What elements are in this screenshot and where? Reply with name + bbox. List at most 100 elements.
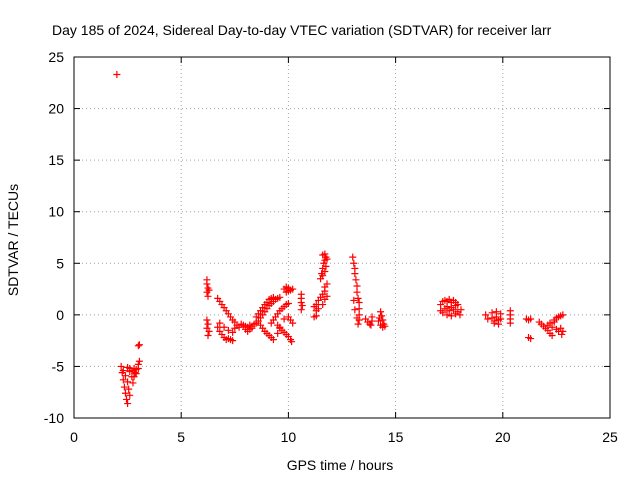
data-point xyxy=(355,298,363,306)
data-point xyxy=(276,293,284,301)
data-point xyxy=(323,255,331,263)
axis-tick-labels: 0 5 10 15 20 25 -10 -5 0 5 10 15 20 25 xyxy=(44,49,618,445)
grid-lines xyxy=(74,57,610,418)
data-point xyxy=(447,312,455,320)
data-point xyxy=(368,313,376,321)
data-point xyxy=(484,315,492,323)
data-point xyxy=(527,315,535,323)
data-point xyxy=(121,372,129,380)
data-point xyxy=(289,319,297,327)
data-point xyxy=(119,367,127,375)
data-point xyxy=(506,319,514,327)
data-point xyxy=(456,311,464,319)
chart-title: Day 185 of 2024, Sidereal Day-to-day VTE… xyxy=(52,22,552,38)
x-tick-label: 15 xyxy=(388,429,404,445)
data-point xyxy=(220,323,228,331)
data-point xyxy=(452,302,460,310)
y-tick-label: 0 xyxy=(56,307,64,323)
data-point xyxy=(203,280,211,288)
data-point xyxy=(229,337,237,345)
data-point xyxy=(490,319,498,327)
x-tick-label: 5 xyxy=(177,429,185,445)
data-point xyxy=(297,298,305,306)
data-point xyxy=(497,310,505,318)
data-point xyxy=(319,301,327,309)
y-tick-label: 25 xyxy=(48,49,64,65)
data-point xyxy=(350,259,358,267)
data-point xyxy=(280,315,288,323)
data-point xyxy=(216,319,224,327)
data-point xyxy=(558,330,566,338)
data-point xyxy=(495,320,503,328)
data-point xyxy=(132,370,140,378)
y-tick-label: -5 xyxy=(52,358,65,374)
plot-frame xyxy=(73,56,611,419)
data-point xyxy=(224,326,232,334)
data-point xyxy=(119,376,127,384)
data-point xyxy=(323,292,331,300)
data-point xyxy=(124,400,132,408)
data-point xyxy=(527,335,535,343)
data-point xyxy=(214,323,222,331)
y-tick-label: 10 xyxy=(48,204,64,220)
data-point xyxy=(323,280,331,288)
data-point xyxy=(205,286,213,294)
data-point xyxy=(351,306,359,314)
y-tick-label: 15 xyxy=(48,152,64,168)
data-point xyxy=(113,71,121,79)
data-point xyxy=(124,378,132,386)
data-point xyxy=(447,304,455,312)
data-point xyxy=(204,320,212,328)
x-tick-label: 10 xyxy=(281,429,297,445)
data-point xyxy=(204,331,212,339)
data-point xyxy=(229,328,237,336)
y-tick-label: -10 xyxy=(44,410,64,426)
y-tick-label: 5 xyxy=(56,255,64,271)
data-point xyxy=(284,300,292,308)
data-point xyxy=(350,296,358,304)
data-point xyxy=(135,357,143,365)
data-point xyxy=(559,311,567,319)
data-point xyxy=(269,336,277,344)
data-point xyxy=(129,379,137,387)
data-point xyxy=(457,306,465,314)
data-point xyxy=(349,253,357,261)
data-point xyxy=(354,320,362,328)
data-point xyxy=(548,323,556,331)
data-point xyxy=(121,389,129,397)
data-point xyxy=(355,305,363,313)
data-point xyxy=(321,250,329,258)
data-point xyxy=(482,311,490,319)
data-point xyxy=(126,391,134,399)
x-tick-label: 0 xyxy=(70,429,78,445)
data-point xyxy=(377,308,385,316)
data-point xyxy=(117,362,125,370)
axis-ticks xyxy=(73,56,611,419)
data-point xyxy=(377,321,385,329)
data-point xyxy=(322,262,330,270)
data-point xyxy=(134,360,142,368)
data-point xyxy=(319,272,327,280)
data-point xyxy=(443,311,451,319)
data-points xyxy=(113,71,567,408)
data-point xyxy=(297,306,305,314)
data-point xyxy=(204,292,212,300)
data-point xyxy=(488,309,496,317)
data-point xyxy=(351,270,359,278)
data-point xyxy=(321,268,329,276)
data-point xyxy=(203,316,211,324)
data-point xyxy=(298,302,306,310)
data-point xyxy=(352,276,360,284)
data-point xyxy=(205,327,213,335)
y-tick-label: 20 xyxy=(48,101,64,117)
data-point xyxy=(314,305,322,313)
data-point xyxy=(546,319,554,327)
data-point xyxy=(376,314,384,322)
data-point xyxy=(312,312,320,320)
data-point xyxy=(120,383,128,391)
data-point xyxy=(492,308,500,316)
x-tick-label: 25 xyxy=(602,429,618,445)
data-point xyxy=(276,323,284,331)
data-point xyxy=(289,285,297,293)
